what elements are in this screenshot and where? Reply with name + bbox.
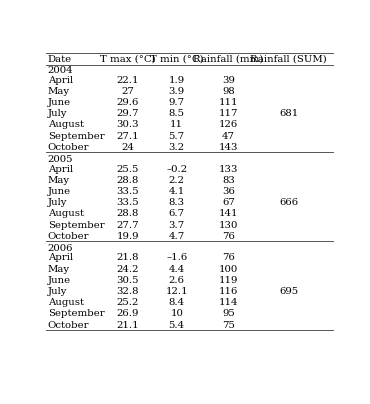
Text: 5.7: 5.7 (169, 132, 185, 141)
Text: 4.4: 4.4 (169, 265, 185, 274)
Text: 143: 143 (219, 143, 238, 152)
Text: 76: 76 (222, 253, 235, 263)
Text: 130: 130 (219, 221, 238, 229)
Text: June: June (48, 276, 71, 285)
Text: June: June (48, 98, 71, 107)
Text: 24: 24 (121, 143, 134, 152)
Text: 39: 39 (222, 76, 235, 84)
Text: 24.2: 24.2 (117, 265, 139, 274)
Text: October: October (48, 321, 89, 330)
Text: 133: 133 (219, 164, 238, 173)
Text: –0.2: –0.2 (166, 164, 187, 173)
Text: August: August (48, 298, 84, 307)
Text: July: July (48, 198, 67, 207)
Text: 21.8: 21.8 (117, 253, 139, 263)
Text: 2.2: 2.2 (169, 176, 185, 185)
Text: 1.9: 1.9 (169, 76, 185, 84)
Text: 76: 76 (222, 232, 235, 241)
Text: August: August (48, 209, 84, 218)
Text: 4.1: 4.1 (169, 187, 185, 196)
Text: May: May (48, 265, 70, 274)
Text: 119: 119 (219, 276, 238, 285)
Text: 100: 100 (219, 265, 238, 274)
Text: T min (°C): T min (°C) (150, 55, 204, 64)
Text: 8.3: 8.3 (169, 198, 185, 207)
Text: July: July (48, 287, 67, 296)
Text: 29.7: 29.7 (117, 109, 139, 118)
Text: 3.9: 3.9 (169, 87, 185, 96)
Text: 22.1: 22.1 (117, 76, 139, 84)
Text: 5.4: 5.4 (169, 321, 185, 330)
Text: 26.9: 26.9 (117, 309, 139, 318)
Text: 32.8: 32.8 (117, 287, 139, 296)
Text: 4.7: 4.7 (169, 232, 185, 241)
Text: 27.7: 27.7 (117, 221, 139, 229)
Text: T max (°C): T max (°C) (100, 55, 156, 64)
Text: Rainfall (mm): Rainfall (mm) (193, 55, 263, 64)
Text: 25.5: 25.5 (117, 164, 139, 173)
Text: 30.5: 30.5 (117, 276, 139, 285)
Text: 2005: 2005 (48, 155, 73, 164)
Text: 33.5: 33.5 (117, 187, 139, 196)
Text: October: October (48, 232, 89, 241)
Text: 2004: 2004 (48, 66, 73, 75)
Text: 21.1: 21.1 (117, 321, 139, 330)
Text: April: April (48, 164, 73, 173)
Text: 2006: 2006 (48, 244, 73, 253)
Text: 47: 47 (222, 132, 235, 141)
Text: 141: 141 (219, 209, 238, 218)
Text: 75: 75 (222, 321, 235, 330)
Text: 19.9: 19.9 (117, 232, 139, 241)
Text: 25.2: 25.2 (117, 298, 139, 307)
Text: 28.8: 28.8 (117, 209, 139, 218)
Text: September: September (48, 221, 104, 229)
Text: August: August (48, 120, 84, 129)
Text: September: September (48, 132, 104, 141)
Text: September: September (48, 309, 104, 318)
Text: May: May (48, 87, 70, 96)
Text: May: May (48, 176, 70, 185)
Text: October: October (48, 143, 89, 152)
Text: July: July (48, 109, 67, 118)
Text: 8.5: 8.5 (169, 109, 185, 118)
Text: 27: 27 (121, 87, 134, 96)
Text: April: April (48, 253, 73, 263)
Text: 695: 695 (279, 287, 298, 296)
Text: 83: 83 (222, 176, 235, 185)
Text: 3.7: 3.7 (169, 221, 185, 229)
Text: 98: 98 (222, 87, 235, 96)
Text: 28.8: 28.8 (117, 176, 139, 185)
Text: June: June (48, 187, 71, 196)
Text: 9.7: 9.7 (169, 98, 185, 107)
Text: 12.1: 12.1 (165, 287, 188, 296)
Text: Rainfall (SUM): Rainfall (SUM) (250, 55, 327, 64)
Text: 33.5: 33.5 (117, 198, 139, 207)
Text: 114: 114 (219, 298, 238, 307)
Text: 3.2: 3.2 (169, 143, 185, 152)
Text: 29.6: 29.6 (117, 98, 139, 107)
Text: April: April (48, 76, 73, 84)
Text: 6.7: 6.7 (169, 209, 185, 218)
Text: 30.3: 30.3 (117, 120, 139, 129)
Text: 116: 116 (219, 287, 238, 296)
Text: 27.1: 27.1 (117, 132, 139, 141)
Text: 2.6: 2.6 (169, 276, 185, 285)
Text: Date: Date (48, 55, 72, 64)
Text: 8.4: 8.4 (169, 298, 185, 307)
Text: 11: 11 (170, 120, 183, 129)
Text: 681: 681 (279, 109, 298, 118)
Text: –1.6: –1.6 (166, 253, 187, 263)
Text: 117: 117 (219, 109, 238, 118)
Text: 666: 666 (279, 198, 298, 207)
Text: 111: 111 (219, 98, 238, 107)
Text: 126: 126 (219, 120, 238, 129)
Text: 67: 67 (222, 198, 235, 207)
Text: 36: 36 (222, 187, 235, 196)
Text: 95: 95 (222, 309, 235, 318)
Text: 10: 10 (170, 309, 183, 318)
